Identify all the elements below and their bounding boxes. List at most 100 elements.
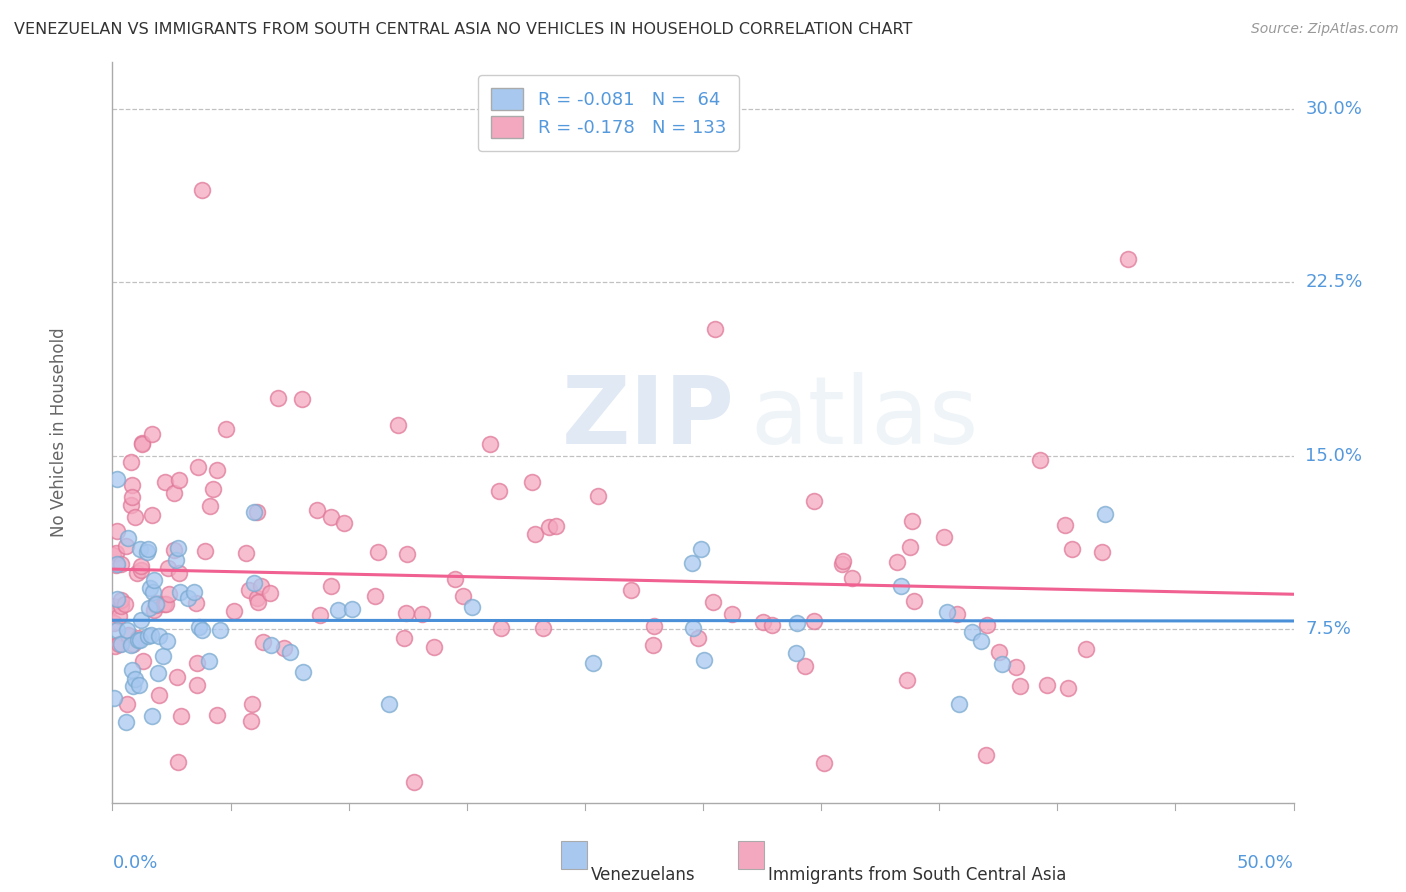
Point	[582, 656, 605, 670]
Point	[208, 623, 231, 637]
Point	[689, 541, 711, 556]
Point	[903, 593, 925, 607]
Point	[896, 673, 918, 687]
Point	[786, 615, 808, 630]
Point	[166, 670, 188, 684]
Point	[886, 554, 908, 568]
Point	[170, 708, 193, 723]
Point	[155, 597, 177, 611]
Point	[682, 621, 704, 635]
Point	[128, 678, 150, 692]
Point	[153, 598, 176, 612]
Point	[443, 572, 465, 586]
FancyBboxPatch shape	[738, 841, 765, 870]
Point	[177, 591, 200, 606]
Point	[187, 460, 209, 475]
Point	[156, 561, 179, 575]
Point	[803, 494, 825, 508]
Point	[259, 586, 281, 600]
Point	[115, 697, 138, 711]
Point	[110, 599, 132, 613]
Point	[110, 557, 132, 571]
Point	[141, 709, 163, 723]
Text: VENEZUELAN VS IMMIGRANTS FROM SOUTH CENTRAL ASIA NO VEHICLES IN HOUSEHOLD CORREL: VENEZUELAN VS IMMIGRANTS FROM SOUTH CENT…	[14, 22, 912, 37]
Point	[117, 628, 139, 642]
Point	[191, 624, 214, 638]
Point	[136, 541, 159, 556]
Point	[250, 579, 273, 593]
Text: Source: ZipAtlas.com: Source: ZipAtlas.com	[1251, 22, 1399, 37]
Point	[105, 472, 128, 486]
Point	[143, 603, 166, 617]
Point	[122, 638, 145, 652]
Point	[166, 541, 188, 555]
Point	[259, 638, 281, 652]
Point	[240, 714, 263, 728]
Point	[120, 638, 142, 652]
Point	[105, 623, 128, 637]
Point	[169, 473, 191, 487]
Point	[124, 672, 146, 686]
Point	[803, 614, 825, 628]
Point	[194, 543, 217, 558]
Point	[1094, 507, 1116, 521]
Point	[273, 640, 295, 655]
Point	[186, 596, 208, 610]
Point	[105, 592, 128, 607]
Point	[117, 532, 139, 546]
Point	[145, 596, 167, 610]
Point	[960, 625, 983, 640]
Point	[643, 638, 665, 652]
Point	[702, 595, 724, 609]
Point	[104, 639, 127, 653]
Point	[103, 616, 125, 631]
Point	[267, 391, 290, 405]
Point	[395, 607, 418, 621]
Point	[252, 635, 274, 649]
Point	[105, 557, 128, 571]
Point	[367, 545, 389, 559]
Point	[643, 619, 665, 633]
Point	[152, 648, 174, 663]
Point	[305, 502, 328, 516]
Point	[129, 632, 152, 647]
Point	[139, 628, 162, 642]
Text: 30.0%: 30.0%	[1305, 100, 1362, 118]
Point	[990, 657, 1012, 671]
Point	[246, 505, 269, 519]
Point	[110, 593, 132, 607]
Point	[278, 645, 301, 659]
Point	[103, 690, 125, 705]
Point	[202, 482, 225, 496]
Point	[396, 547, 419, 561]
Point	[291, 392, 314, 406]
Point	[120, 498, 142, 512]
Point	[153, 475, 176, 489]
Point	[785, 646, 807, 660]
Point	[125, 566, 148, 580]
Point	[110, 637, 132, 651]
Point	[935, 605, 957, 619]
Point	[121, 679, 143, 693]
Point	[105, 558, 128, 573]
Point	[131, 436, 153, 450]
Point	[235, 546, 257, 560]
Point	[167, 566, 190, 580]
Point	[157, 587, 180, 601]
Point	[488, 484, 510, 499]
Point	[970, 633, 993, 648]
Point	[205, 463, 228, 477]
Point	[392, 631, 415, 645]
Point	[148, 628, 170, 642]
Point	[976, 618, 998, 632]
Point	[1091, 545, 1114, 559]
Point	[387, 417, 409, 432]
Text: Immigrants from South Central Asia: Immigrants from South Central Asia	[768, 866, 1066, 884]
Point	[890, 579, 912, 593]
Point	[135, 545, 157, 559]
Point	[1060, 541, 1083, 556]
Point	[167, 755, 190, 769]
Text: No Vehicles in Household: No Vehicles in Household	[51, 327, 69, 538]
Point	[186, 656, 208, 670]
Point	[681, 557, 703, 571]
